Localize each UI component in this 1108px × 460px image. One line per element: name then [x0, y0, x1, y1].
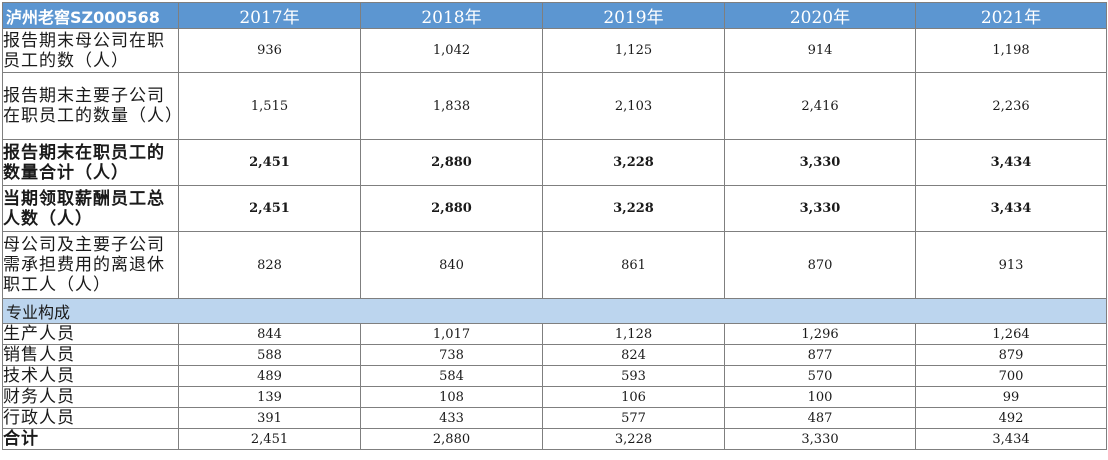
table-cell: 3,228 — [542, 139, 725, 186]
table-cell: 844 — [178, 323, 361, 345]
row-label: 报告期末在职员工的数量合计（人） — [2, 139, 179, 186]
table-cell: 828 — [178, 231, 361, 299]
table-cell: 106 — [542, 386, 725, 408]
table-cell: 433 — [360, 407, 543, 429]
table-cell: 2,451 — [178, 139, 361, 186]
table-cell: 1,125 — [542, 28, 725, 73]
table-cell: 870 — [724, 231, 916, 299]
row-label: 销售人员 — [2, 344, 179, 366]
table-cell: 3,330 — [724, 185, 916, 232]
year-header: 2021年 — [915, 2, 1107, 29]
row-label: 生产人员 — [2, 323, 179, 345]
table-cell: 108 — [360, 386, 543, 408]
table-cell: 492 — [915, 407, 1107, 429]
row-label: 当期领取薪酬员工总人数（人） — [2, 185, 179, 232]
table-cell: 700 — [915, 365, 1107, 387]
brand-header: 泸州老窖SZ000568 — [2, 2, 179, 29]
table-cell: 1,017 — [360, 323, 543, 345]
table-cell: 1,515 — [178, 72, 361, 140]
row-label: 财务人员 — [2, 386, 179, 408]
table-row: 当期领取薪酬员工总人数（人） 2,451 2,880 3,228 3,330 3… — [2, 185, 1107, 232]
table-row: 财务人员 139 108 106 100 99 — [2, 386, 1107, 408]
row-label: 母公司及主要子公司需承担费用的离退休职工人（人） — [2, 231, 179, 299]
total-label: 合计 — [2, 428, 179, 450]
table-cell: 99 — [915, 386, 1107, 408]
table-row: 报告期末在职员工的数量合计（人） 2,451 2,880 3,228 3,330… — [2, 139, 1107, 186]
table-cell: 2,416 — [724, 72, 916, 140]
table-cell: 1,264 — [915, 323, 1107, 345]
table-row: 报告期末主要子公司在职员工的数量（人） 1,515 1,838 2,103 2,… — [2, 72, 1107, 140]
table-cell: 1,128 — [542, 323, 725, 345]
table-cell: 2,451 — [178, 428, 361, 450]
table-cell: 1,198 — [915, 28, 1107, 73]
table-cell: 879 — [915, 344, 1107, 366]
table-row: 销售人员 588 738 824 877 879 — [2, 344, 1107, 366]
row-label: 技术人员 — [2, 365, 179, 387]
table-cell: 936 — [178, 28, 361, 73]
table-cell: 3,434 — [915, 139, 1107, 186]
table-row: 报告期末母公司在职员工的数（人） 936 1,042 1,125 914 1,1… — [2, 28, 1107, 73]
table-cell: 1,296 — [724, 323, 916, 345]
section-label: 专业构成 — [2, 298, 1107, 324]
table-cell: 3,228 — [542, 185, 725, 232]
table-cell: 3,434 — [915, 185, 1107, 232]
employee-table: 泸州老窖SZ000568 2017年 2018年 2019年 2020年 202… — [2, 2, 1107, 450]
table-cell: 913 — [915, 231, 1107, 299]
table-cell: 584 — [360, 365, 543, 387]
total-row: 合计 2,451 2,880 3,228 3,330 3,434 — [2, 428, 1107, 450]
table-cell: 489 — [178, 365, 361, 387]
table-cell: 2,880 — [360, 428, 543, 450]
row-label: 报告期末主要子公司在职员工的数量（人） — [2, 72, 179, 140]
section-row: 专业构成 — [2, 298, 1107, 324]
table-cell: 100 — [724, 386, 916, 408]
table-cell: 861 — [542, 231, 725, 299]
table-cell: 3,228 — [542, 428, 725, 450]
table-row: 生产人员 844 1,017 1,128 1,296 1,264 — [2, 323, 1107, 345]
table-cell: 3,434 — [915, 428, 1107, 450]
table-cell: 2,103 — [542, 72, 725, 140]
header-row: 泸州老窖SZ000568 2017年 2018年 2019年 2020年 202… — [2, 2, 1107, 29]
table-cell: 2,880 — [360, 185, 543, 232]
row-label: 行政人员 — [2, 407, 179, 429]
table-cell: 2,880 — [360, 139, 543, 186]
table-cell: 1,838 — [360, 72, 543, 140]
table-cell: 593 — [542, 365, 725, 387]
table-cell: 1,042 — [360, 28, 543, 73]
table-cell: 914 — [724, 28, 916, 73]
table-cell: 824 — [542, 344, 725, 366]
table-cell: 3,330 — [724, 139, 916, 186]
row-label: 报告期末母公司在职员工的数（人） — [2, 28, 179, 73]
year-header: 2018年 — [360, 2, 543, 29]
table-cell: 391 — [178, 407, 361, 429]
table-row: 母公司及主要子公司需承担费用的离退休职工人（人） 828 840 861 870… — [2, 231, 1107, 299]
table-cell: 840 — [360, 231, 543, 299]
table-cell: 570 — [724, 365, 916, 387]
table-cell: 3,330 — [724, 428, 916, 450]
table-cell: 588 — [178, 344, 361, 366]
table-cell: 577 — [542, 407, 725, 429]
table-row: 技术人员 489 584 593 570 700 — [2, 365, 1107, 387]
year-header: 2017年 — [178, 2, 361, 29]
table-cell: 2,451 — [178, 185, 361, 232]
table-cell: 2,236 — [915, 72, 1107, 140]
table-cell: 139 — [178, 386, 361, 408]
table-cell: 877 — [724, 344, 916, 366]
table-cell: 487 — [724, 407, 916, 429]
table-cell: 738 — [360, 344, 543, 366]
table-row: 行政人员 391 433 577 487 492 — [2, 407, 1107, 429]
year-header: 2019年 — [542, 2, 725, 29]
year-header: 2020年 — [724, 2, 916, 29]
